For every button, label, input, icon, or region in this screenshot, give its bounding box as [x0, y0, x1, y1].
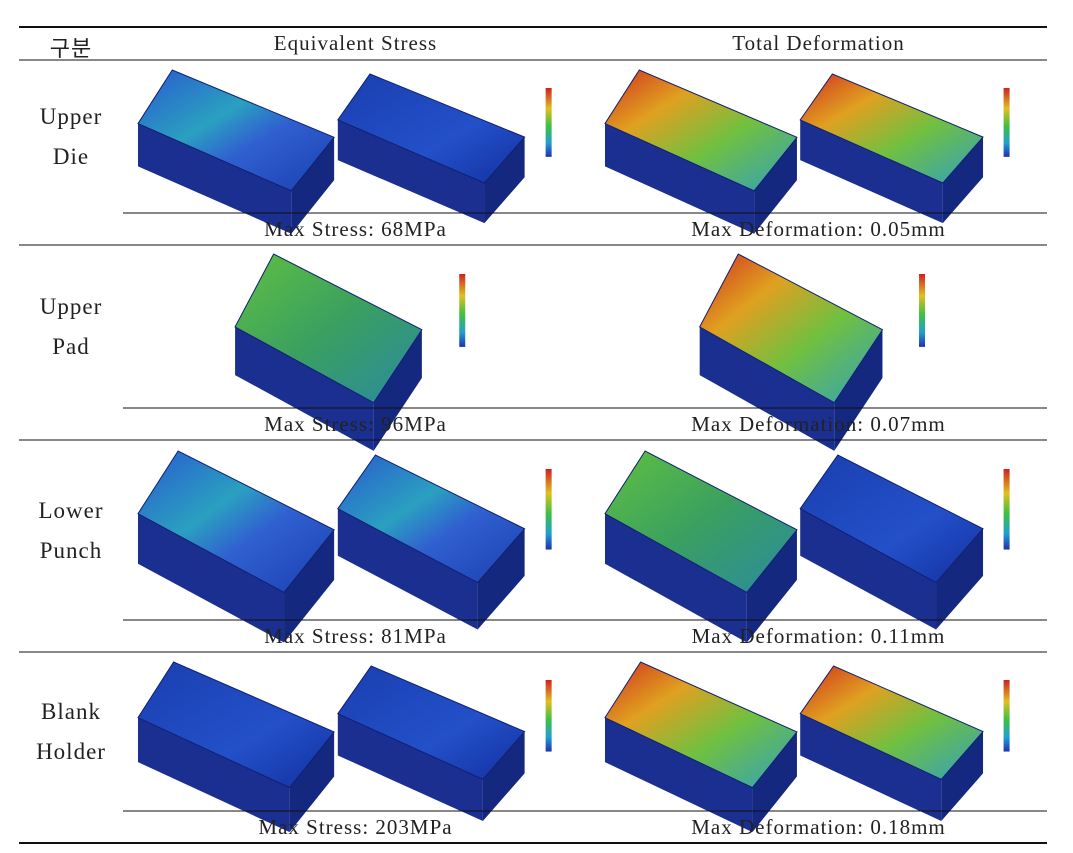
legend-bar: [545, 469, 552, 550]
caption: Max Deformation: 0.05mm: [691, 217, 946, 241]
model-side: [746, 529, 797, 643]
model-side: [482, 731, 525, 822]
row-label: Upper Die: [19, 60, 123, 213]
model-side: [605, 123, 755, 234]
model-top: [699, 253, 884, 404]
row-label: Blank Holder: [19, 652, 123, 811]
caption: Max Stress: 203MPa: [258, 815, 453, 839]
model-side: [605, 513, 747, 643]
model-side: [291, 137, 335, 234]
model-top: [799, 454, 984, 584]
caption: Max Deformation: 0.18mm: [691, 815, 946, 839]
model-top: [137, 661, 335, 789]
model-side: [936, 528, 984, 630]
model-top: [799, 73, 984, 184]
model-side: [941, 731, 984, 822]
model-side: [337, 508, 478, 630]
model-side: [834, 329, 883, 451]
model-top: [337, 454, 526, 584]
model-side: [800, 119, 943, 224]
model-side: [289, 731, 335, 833]
model-top: [604, 450, 798, 594]
model-top: [234, 253, 423, 404]
legend-bar: [545, 680, 552, 752]
header-cell: Equivalent Stress: [273, 31, 438, 55]
model-side: [484, 137, 525, 224]
legend-bar: [1003, 469, 1010, 550]
header-cell: Total Deformation: [732, 31, 905, 55]
model-top: [137, 69, 335, 192]
row-label: Upper Pad: [19, 246, 123, 408]
model-side: [373, 329, 422, 451]
legend-bar: [1003, 88, 1010, 157]
caption: Max Stress: 68MPa: [264, 217, 447, 241]
model-top: [337, 73, 526, 184]
model-top: [137, 450, 335, 594]
model-side: [138, 513, 285, 643]
caption: Max Stress: 81MPa: [264, 624, 447, 648]
model-side: [337, 119, 485, 224]
model-top: [799, 665, 984, 780]
model-top: [604, 661, 798, 789]
caption: Max Stress: 96MPa: [264, 412, 447, 436]
model-side: [800, 713, 942, 822]
model-side: [754, 137, 797, 234]
row-label-text: Lower Punch: [38, 497, 104, 563]
model-side: [337, 713, 483, 822]
model-top: [604, 69, 798, 192]
model-side: [699, 326, 835, 451]
legend-bar: [459, 274, 466, 347]
model-top: [337, 665, 526, 780]
row-label: Lower Punch: [19, 441, 123, 620]
model-side: [235, 326, 374, 451]
model-side: [477, 528, 525, 630]
caption: Max Deformation: 0.07mm: [691, 412, 946, 436]
header-cell: 구분: [49, 36, 93, 61]
model-side: [138, 717, 290, 833]
model-side: [800, 508, 937, 630]
model-side: [752, 731, 797, 833]
model-side: [605, 717, 753, 833]
caption: Max Deformation: 0.11mm: [691, 624, 946, 648]
model-side: [138, 123, 292, 234]
model-side: [284, 529, 335, 643]
legend-bar: [1003, 680, 1010, 752]
legend-bar: [919, 274, 926, 347]
legend-bar: [545, 88, 552, 157]
row-label-text: Blank Holder: [36, 698, 106, 764]
row-label-text: Upper Die: [39, 103, 103, 169]
model-side: [942, 137, 984, 224]
row-label-text: Upper Pad: [39, 294, 103, 359]
